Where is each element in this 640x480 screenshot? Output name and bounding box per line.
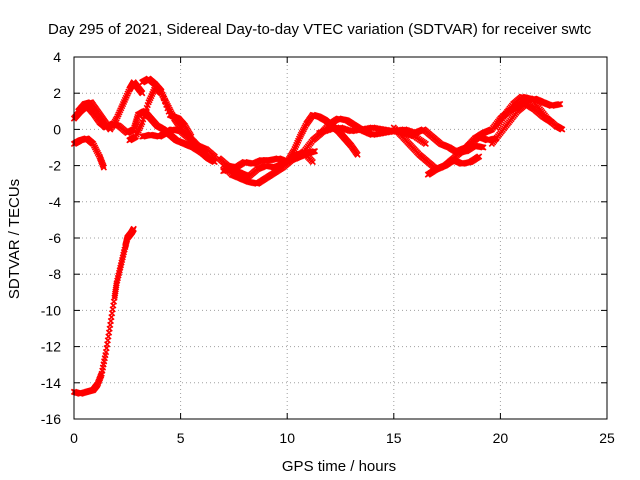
grid-lines xyxy=(74,57,607,419)
data-point-marker xyxy=(279,160,287,167)
series-track-j xyxy=(284,111,361,166)
data-point-marker xyxy=(211,153,218,160)
data-point-marker xyxy=(130,225,137,233)
data-point-marker xyxy=(100,164,108,171)
x-tick-label: 25 xyxy=(599,430,615,446)
x-axis-label: GPS time / hours xyxy=(282,458,396,475)
series-track-i xyxy=(220,160,287,180)
tick-labels: 0 5 10 15 20 25 -16 -14 -12 -10 -8 -6 -4 -2 0 2 4 xyxy=(41,49,615,446)
data-point-marker xyxy=(480,144,487,151)
data-point-marker xyxy=(556,100,564,108)
data-point-marker xyxy=(309,158,316,166)
series-track-c xyxy=(75,79,146,133)
y-tick-label: -4 xyxy=(49,194,62,210)
x-tick-label: 20 xyxy=(493,430,509,446)
series-track-f xyxy=(139,126,218,160)
y-tick-label: -10 xyxy=(41,302,61,318)
y-tick-label: -14 xyxy=(41,375,61,391)
data-point-marker xyxy=(139,90,146,97)
y-tick-label: 2 xyxy=(53,85,61,101)
y-tick-label: -8 xyxy=(49,266,62,282)
series-track-n xyxy=(411,126,487,157)
y-axis-label: SDTVAR / TECUs xyxy=(6,179,23,299)
y-tick-label: 0 xyxy=(53,121,61,137)
x-tick-label: 15 xyxy=(386,430,402,446)
series-track-e xyxy=(139,75,195,140)
plot-frame xyxy=(73,56,608,420)
data-point-marker xyxy=(475,153,483,160)
y-tick-label: -2 xyxy=(49,158,62,174)
y-tick-label: -16 xyxy=(41,411,61,427)
y-tick-label: 4 xyxy=(53,49,61,65)
data-point-marker xyxy=(311,147,319,155)
data-point-marker xyxy=(354,151,361,158)
x-tick-label: 10 xyxy=(279,430,295,446)
x-tick-label: 5 xyxy=(177,430,185,446)
series-track-r xyxy=(488,100,555,148)
series-track-low xyxy=(70,225,137,397)
y-tick-label: -12 xyxy=(41,339,61,355)
data-series xyxy=(70,75,566,397)
data-point-marker xyxy=(422,140,429,148)
y-tick-label: -6 xyxy=(49,230,62,246)
series-track-a xyxy=(70,135,108,171)
chart-title: Day 295 of 2021, Sidereal Day-to-day VTE… xyxy=(48,21,592,38)
axis-ticks xyxy=(73,56,608,420)
data-point-marker xyxy=(559,126,566,133)
data-point-marker xyxy=(548,118,555,126)
x-tick-label: 0 xyxy=(70,430,78,446)
